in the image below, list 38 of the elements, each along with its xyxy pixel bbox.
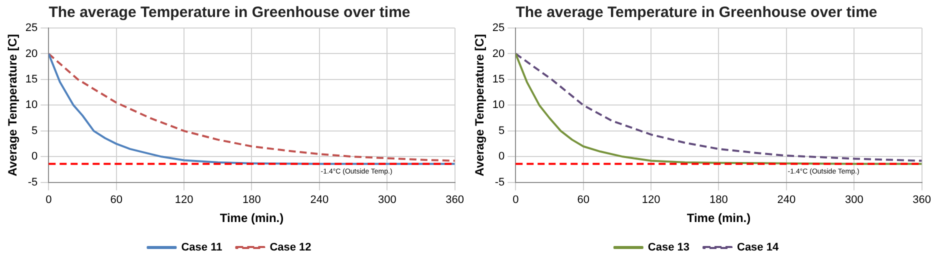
legend-label: Case 13: [648, 242, 690, 254]
chart-title: The average Temperature in Greenhouse over time: [516, 4, 878, 22]
y-tick-label: 10: [25, 99, 38, 112]
x-tick-label: 0: [46, 194, 52, 206]
legend-label: Case 12: [270, 242, 312, 254]
x-tick-label: 240: [310, 194, 329, 206]
x-tick-label: 180: [242, 194, 261, 206]
x-tick-label: 240: [777, 194, 796, 206]
y-tick-label: 15: [25, 74, 38, 86]
y-tick-label: -5: [494, 176, 505, 188]
x-tick-label: 180: [710, 194, 728, 206]
y-tick-label: -5: [28, 176, 38, 188]
y-tick-label: 25: [492, 22, 505, 34]
x-tick-label: 120: [174, 194, 194, 206]
x-tick-label: 360: [446, 194, 464, 206]
x-tick-label: 60: [577, 194, 590, 206]
x-tick-label: 300: [378, 194, 396, 206]
x-tick-label: 300: [844, 194, 864, 206]
legend-label: Case 11: [181, 242, 222, 254]
y-tick-label: 20: [25, 48, 38, 60]
y-tick-label: 5: [32, 124, 38, 137]
x-axis-title: Time (min.): [220, 211, 284, 226]
y-tick-label: 5: [498, 124, 505, 137]
y-axis-title: Average Temperature [C]: [472, 34, 487, 176]
legend-label: Case 14: [737, 242, 780, 254]
chart-title: The average Temperature in Greenhouse over time: [48, 4, 410, 22]
y-tick-label: 15: [492, 74, 505, 86]
x-axis-title: Time (min.): [686, 211, 751, 226]
y-tick-label: 20: [492, 48, 505, 60]
x-tick-label: 360: [912, 194, 932, 206]
x-tick-label: 0: [512, 194, 519, 206]
y-tick-label: 0: [498, 150, 505, 163]
y-tick-label: 25: [25, 22, 38, 34]
y-axis-title: Average Temperature [C]: [6, 34, 20, 176]
y-tick-label: 10: [492, 99, 505, 112]
x-tick-label: 60: [110, 194, 122, 206]
x-tick-label: 120: [642, 194, 660, 206]
y-tick-label: 0: [32, 150, 38, 163]
